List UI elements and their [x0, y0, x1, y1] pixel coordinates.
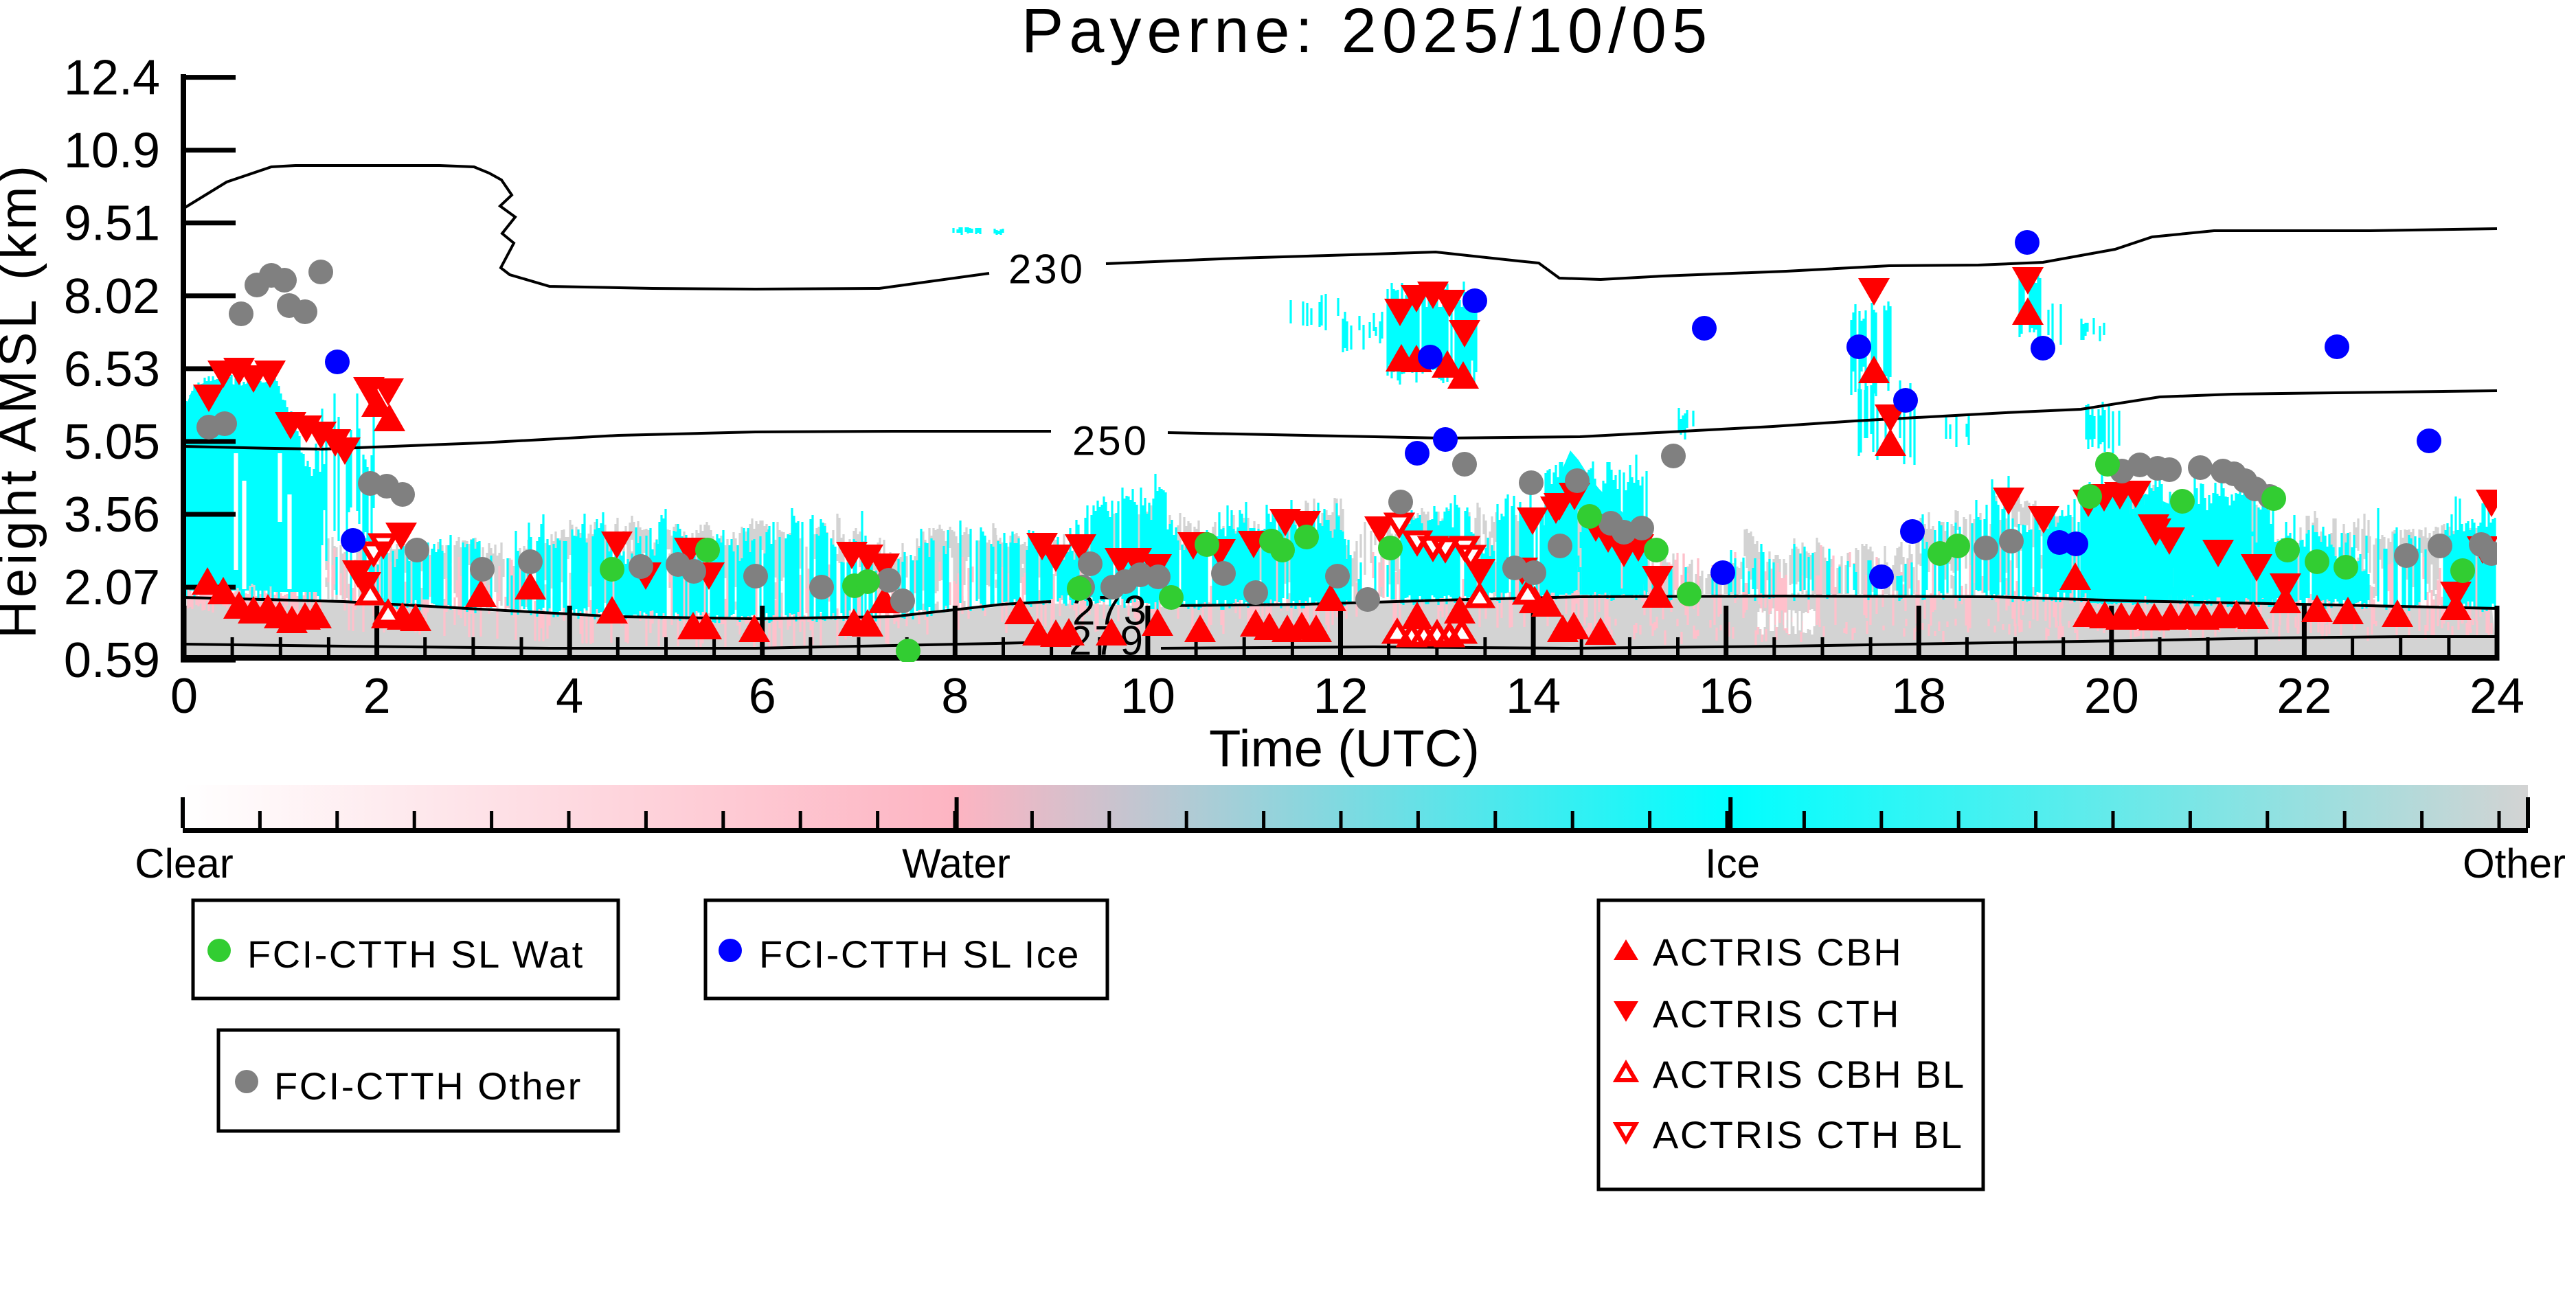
svg-text:Time (UTC): Time (UTC) [1209, 720, 1480, 778]
svg-text:ACTRIS CBH: ACTRIS CBH [1653, 930, 1903, 974]
svg-text:Water: Water [902, 841, 1010, 887]
svg-text:12.4: 12.4 [64, 51, 160, 106]
svg-text:14: 14 [1506, 669, 1561, 724]
svg-text:5.05: 5.05 [64, 415, 160, 470]
svg-text:8.02: 8.02 [64, 269, 160, 324]
svg-text:3.56: 3.56 [64, 488, 160, 542]
svg-text:16: 16 [1699, 669, 1754, 724]
svg-text:ACTRIS CBH BL: ACTRIS CBH BL [1653, 1053, 1966, 1096]
svg-text:2: 2 [363, 669, 391, 724]
svg-text:24: 24 [2470, 669, 2524, 724]
svg-text:230: 230 [1008, 247, 1085, 293]
svg-text:Other: Other [2463, 841, 2566, 887]
svg-text:0: 0 [170, 669, 198, 724]
svg-text:0.59: 0.59 [64, 633, 160, 688]
svg-text:Ice: Ice [1705, 841, 1760, 887]
svg-text:6.53: 6.53 [64, 342, 160, 397]
svg-text:2.07: 2.07 [64, 560, 160, 615]
svg-text:ACTRIS CTH: ACTRIS CTH [1653, 992, 1901, 1036]
svg-text:12: 12 [1313, 669, 1368, 724]
svg-text:250: 250 [1072, 418, 1149, 464]
svg-text:Clear: Clear [135, 841, 233, 887]
svg-text:18: 18 [1891, 669, 1946, 724]
svg-text:10: 10 [1120, 669, 1175, 724]
svg-text:4: 4 [556, 669, 583, 724]
svg-text:8: 8 [941, 669, 969, 724]
svg-text:6: 6 [749, 669, 776, 724]
svg-text:FCI-CTTH SL Ice: FCI-CTTH SL Ice [759, 933, 1081, 976]
svg-text:FCI-CTTH SL Wat: FCI-CTTH SL Wat [247, 933, 585, 976]
svg-text:22: 22 [2276, 669, 2331, 724]
svg-text:Height AMSL (km): Height AMSL (km) [0, 162, 47, 639]
svg-text:10.9: 10.9 [64, 124, 160, 179]
svg-text:FCI-CTTH Other: FCI-CTTH Other [274, 1064, 583, 1108]
svg-text:ACTRIS CTH BL: ACTRIS CTH BL [1653, 1113, 1964, 1156]
svg-text:9.51: 9.51 [64, 196, 160, 251]
svg-text:20: 20 [2084, 669, 2139, 724]
svg-text:Payerne: 2025/10/05: Payerne: 2025/10/05 [1021, 0, 1713, 66]
